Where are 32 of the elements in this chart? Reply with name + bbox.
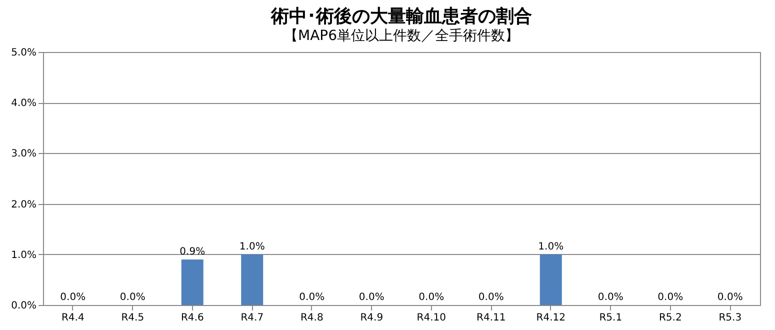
data-label: 0.9% xyxy=(180,246,206,258)
x-tick-label: R5.2 xyxy=(658,312,682,324)
x-tick-label: R4.7 xyxy=(240,312,264,324)
data-label: 1.0% xyxy=(239,241,265,252)
chart-subtitle: 【MAP6単位以上件数／全手術件数】 xyxy=(284,28,520,44)
y-tick-label: 0.0% xyxy=(11,300,36,312)
x-tick-label: R4.5 xyxy=(121,312,144,324)
x-tick-label: R4.9 xyxy=(360,312,384,324)
x-tick-label: R4.11 xyxy=(476,312,506,324)
data-label: 0.0% xyxy=(418,292,444,303)
x-tick-label: R4.12 xyxy=(536,312,566,324)
data-label: 0.0% xyxy=(358,292,384,303)
data-label: 0.0% xyxy=(60,292,86,303)
x-tick-label: R4.4 xyxy=(61,312,84,324)
data-label: 0.0% xyxy=(598,292,624,303)
y-tick-label: 3.0% xyxy=(11,148,36,160)
data-label: 0.0% xyxy=(478,292,504,303)
data-label: 0.0% xyxy=(658,292,684,303)
data-label: 0.0% xyxy=(717,292,743,303)
x-tick-label: R5.1 xyxy=(599,312,622,324)
chart-title: 術中･術後の大量輸血患者の割合 xyxy=(270,6,532,27)
x-tick-label: R5.3 xyxy=(718,312,742,324)
y-tick-label: 1.0% xyxy=(11,250,36,261)
data-label: 0.0% xyxy=(120,292,146,303)
x-tick-label: R4.10 xyxy=(416,312,446,324)
x-tick-label: R4.8 xyxy=(300,312,324,324)
y-tick-label: 4.0% xyxy=(11,98,36,110)
y-tick-label: 2.0% xyxy=(11,199,36,210)
x-tick-label: R4.6 xyxy=(180,312,204,324)
y-tick-label: 5.0% xyxy=(11,48,36,58)
data-label: 1.0% xyxy=(538,241,564,252)
data-label: 0.0% xyxy=(299,292,325,303)
